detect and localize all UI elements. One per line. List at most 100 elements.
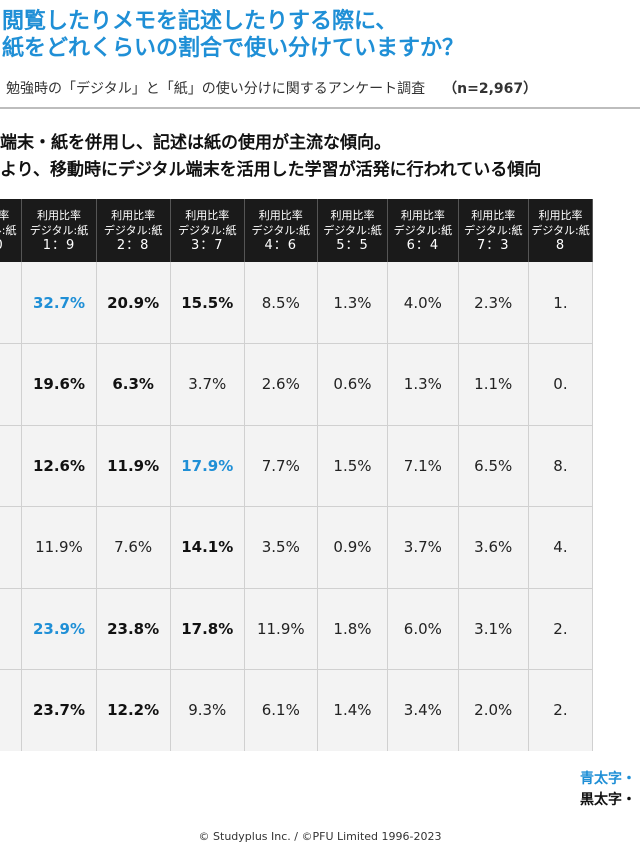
column-header-label: 利用比率	[471, 209, 516, 222]
column-header-label: 利用比率	[185, 209, 230, 222]
table-cell: 1.	[528, 262, 594, 344]
table-cell: 3.1%	[458, 588, 529, 670]
finding-line-2: より、移動時にデジタル端末を活用した学習が活発に行われている傾向	[0, 160, 542, 180]
table-cell: 6.1%	[244, 669, 318, 751]
table-cell: 9.3%	[170, 669, 245, 751]
column-header-sublabel: デジタル:紙	[178, 224, 237, 237]
column-header: 利用比率デジタル:紙 3：7	[170, 199, 245, 262]
table-row: 5%19.6%6.3%3.7%2.6%0.6%1.3%1.1%0.	[0, 343, 594, 426]
table-row: %23.9%23.8%17.8%11.9%1.8%6.0%3.1%2.	[0, 588, 594, 670]
table-cell: 23.7%	[21, 669, 97, 751]
header-row: 利用比率デジタル:紙0:10利用比率デジタル:紙1：9利用比率デジタル:紙2：8…	[0, 199, 594, 262]
table-cell: 4.0%	[387, 262, 459, 344]
column-header-ratio: 7：3	[476, 238, 510, 253]
usage-ratio-table: 利用比率デジタル:紙0:10利用比率デジタル:紙1：9利用比率デジタル:紙2：8…	[0, 199, 640, 751]
table-cell: 11.9%	[96, 425, 171, 507]
table-cell: 12.6%	[21, 425, 97, 507]
table-cell: 7%	[0, 425, 23, 507]
column-header-label: 利用比率	[36, 209, 81, 222]
column-header-ratio: 1：9	[42, 238, 76, 253]
table-cell: 7.1%	[387, 425, 459, 507]
column-header-ratio: 2：8	[116, 238, 150, 253]
copyright: © Studyplus Inc. / ©PFU Limited 1996-202…	[198, 830, 442, 843]
table-cell: 19.6%	[21, 343, 97, 426]
table-cell: 6.3%	[96, 343, 171, 426]
table-row: 2%32.7%20.9%15.5%8.5%1.3%4.0%2.3%1.	[0, 262, 594, 344]
column-header-sublabel: デジタル:紙	[323, 224, 382, 237]
table-cell: 2.6%	[244, 343, 318, 426]
table-cell: 14.1%	[170, 506, 245, 589]
column-header-ratio: 0:10	[0, 238, 21, 253]
column-header-sublabel: デジタル:紙	[0, 224, 17, 237]
table-cell: 0.9%	[317, 506, 389, 589]
column-header: 利用比率デジタル:紙 7：3	[458, 199, 529, 262]
column-header-label: 利用比率	[538, 209, 583, 222]
column-header-label: 利用比率	[0, 209, 10, 222]
table-body: 2%32.7%20.9%15.5%8.5%1.3%4.0%2.3%1.5%19.…	[0, 262, 594, 751]
column-header-sublabel: デジタル:紙	[463, 224, 523, 237]
table-cell: 23.8%	[96, 588, 171, 670]
table-cell: 11.9%	[244, 588, 318, 670]
table-cell: 4.	[528, 506, 594, 589]
legend-blue: 青太字・	[580, 771, 636, 787]
table-cell: 5%	[0, 343, 23, 426]
table-cell: 0.6%	[317, 343, 389, 426]
table-cell: 2%	[0, 669, 23, 751]
column-header: 利用比率デジタル:紙 6：4	[387, 199, 459, 262]
table-cell: 23.9%	[21, 588, 97, 670]
table-cell: %	[0, 588, 23, 670]
table-row: 2%23.7%12.2%9.3%6.1%1.4%3.4%2.0%2.	[0, 669, 594, 751]
table-cell: 7.7%	[244, 425, 318, 507]
legend-black: 黒太字・	[580, 792, 636, 808]
column-header: 利用比率デジタル:紙 5：5	[317, 199, 389, 262]
table-cell: 1.3%	[387, 343, 459, 426]
column-header-label: 利用比率	[111, 209, 156, 222]
table-cell: 0.	[528, 343, 594, 426]
column-header-sublabel: デジタル:紙	[393, 224, 453, 237]
column-header: 利用比率デジタル:紙 8	[528, 199, 594, 262]
table-cell: 11.9%	[21, 506, 97, 589]
table-cell: 17.8%	[170, 588, 245, 670]
title-line-1: 閲覧したりメモを記述したりする際に、	[2, 9, 398, 34]
finding-line-1: 端末・紙を併用し、記述は紙の使用が主流な傾向。	[0, 133, 391, 153]
column-header-sublabel: デジタル:紙	[29, 224, 89, 237]
column-header-ratio: 8	[555, 238, 566, 253]
table-cell: 2.	[528, 669, 594, 751]
table-cell: 1.5%	[317, 425, 389, 507]
chart-title: 閲覧したりメモを記述したりする際に、 紙をどれくらいの割合で使い分けていますか？	[0, 8, 640, 62]
column-header-label: 利用比率	[258, 209, 303, 222]
table-cell: 8.5%	[244, 262, 318, 344]
column-header-sublabel: デジタル:紙	[531, 224, 590, 237]
table-cell: 17.9%	[170, 425, 245, 507]
table-cell: 2.0%	[458, 669, 529, 751]
table-cell: 3.6%	[458, 506, 529, 589]
table-cell: 2.3%	[458, 262, 529, 344]
table-cell: 2.	[528, 588, 594, 670]
column-header-ratio: 5：5	[336, 238, 369, 253]
column-header-label: 利用比率	[400, 209, 445, 222]
table-cell: 32.7%	[21, 262, 97, 344]
table-cell: 7.6%	[96, 506, 171, 589]
sample-size: （n=2,967）	[443, 81, 538, 97]
table-cell: 3.7%	[387, 506, 459, 589]
table-cell: 2%	[0, 262, 23, 344]
survey-subtitle: 勉強時の「デジタル」と「紙」の使い分けに関するアンケート調査 （n=2,967）	[6, 78, 537, 98]
table-cell: 12.2%	[96, 669, 171, 751]
column-header-label: 利用比率	[330, 209, 375, 222]
column-header-ratio: 6：4	[406, 238, 440, 253]
column-header: 利用比率 デジタル:紙 4：6	[244, 199, 318, 262]
table-cell: 1.1%	[458, 343, 529, 426]
table-cell: 20.9%	[96, 262, 171, 344]
data-table: 利用比率デジタル:紙0:10利用比率デジタル:紙1：9利用比率デジタル:紙2：8…	[0, 199, 594, 751]
table-cell: 15.5%	[170, 262, 245, 344]
table-cell: 3.5%	[244, 506, 318, 589]
column-header-ratio: 4：6	[264, 238, 298, 253]
table-cell: 1.4%	[317, 669, 389, 751]
table-cell: 6.5%	[458, 425, 529, 507]
title-line-2: 紙をどれくらいの割合で使い分けていますか？	[2, 36, 465, 61]
column-header-ratio: 3：7	[190, 238, 224, 253]
table-cell: 1.8%	[317, 588, 389, 670]
table-row: 3%11.9%7.6%14.1%3.5%0.9%3.7%3.6%4.	[0, 506, 594, 589]
table-row: 7%12.6%11.9%17.9%7.7%1.5%7.1%6.5%8.	[0, 425, 594, 507]
